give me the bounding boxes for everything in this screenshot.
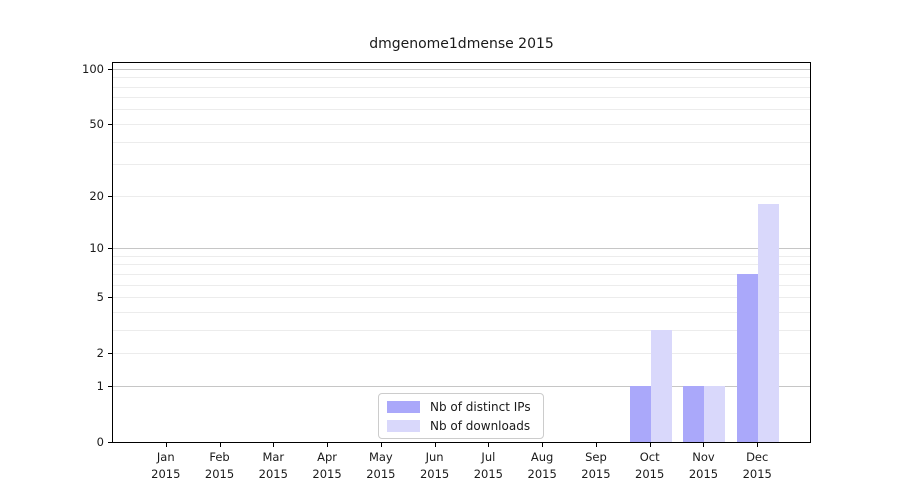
minor-gridline <box>113 311 810 313</box>
legend: Nb of distinct IPs Nb of downloads <box>378 393 544 439</box>
minor-gridline <box>113 255 810 257</box>
x-tick-mark <box>380 443 382 447</box>
x-tick-month: Mar <box>262 450 285 464</box>
x-axis-tick-label: Sep 2015 <box>564 449 628 483</box>
x-axis-tick-label: Oct 2015 <box>618 449 682 483</box>
y-axis-tick-label: 0 <box>96 435 104 449</box>
chart-title: dmgenome1dmense 2015 <box>369 36 554 52</box>
minor-gridline <box>113 264 810 266</box>
x-tick-year: 2015 <box>151 467 181 481</box>
y-axis-tick-label: 1 <box>96 378 104 393</box>
x-tick-month: Sep <box>585 450 607 464</box>
major-gridline <box>113 248 810 250</box>
x-axis-tick-label: Mar 2015 <box>241 449 305 483</box>
bar-downloads-dec <box>758 203 780 442</box>
x-tick-year: 2015 <box>635 467 665 481</box>
bar-distinct-ips-nov <box>683 385 705 442</box>
x-tick-month: May <box>368 450 393 464</box>
x-tick-year: 2015 <box>527 467 557 481</box>
x-tick-month: Nov <box>692 450 715 464</box>
y-tick-mark <box>108 68 112 70</box>
x-tick-year: 2015 <box>419 467 450 481</box>
minor-gridline <box>113 284 810 286</box>
x-tick-mark <box>595 443 597 447</box>
y-axis-tick-label: 2 <box>96 346 104 361</box>
x-tick-month: Aug <box>530 450 554 464</box>
y-tick-mark <box>108 385 112 387</box>
x-tick-year: 2015 <box>204 467 235 481</box>
legend-label: Nb of downloads <box>430 418 531 433</box>
x-tick-year: 2015 <box>581 467 611 481</box>
x-tick-year: 2015 <box>312 467 342 481</box>
y-axis-tick-label: 5 <box>96 290 104 305</box>
x-axis-tick-label: Jan 2015 <box>134 449 198 483</box>
bar-downloads-oct <box>650 329 672 442</box>
minor-gridline <box>113 273 810 275</box>
x-axis-tick-label: Apr 2015 <box>295 449 359 483</box>
plot-area <box>112 62 811 443</box>
minor-gridline <box>113 164 810 166</box>
y-tick-mark <box>108 195 112 197</box>
x-axis-tick-label: Jul 2015 <box>456 449 520 483</box>
y-axis-tick-label: 50 <box>89 116 104 131</box>
bar-distinct-ips-oct <box>629 385 651 442</box>
x-tick-mark <box>649 443 651 447</box>
x-tick-year: 2015 <box>473 467 504 481</box>
x-axis-tick-label: Aug 2015 <box>510 449 574 483</box>
legend-swatch-icon <box>387 400 420 413</box>
major-gridline <box>113 68 810 70</box>
bar-distinct-ips-dec <box>737 273 759 442</box>
x-tick-mark <box>165 443 167 447</box>
x-axis-tick-label: Dec 2015 <box>725 449 789 483</box>
x-tick-mark <box>542 443 544 447</box>
minor-gridline <box>113 86 810 88</box>
x-axis-tick-label: Jun 2015 <box>403 449 467 483</box>
y-tick-mark <box>108 353 112 355</box>
x-tick-month: Dec <box>746 450 769 464</box>
x-tick-month: Jun <box>425 450 444 464</box>
minor-gridline <box>113 195 810 197</box>
x-tick-mark <box>219 443 221 447</box>
x-axis-tick-label: Nov 2015 <box>671 449 735 483</box>
x-tick-mark <box>703 443 705 447</box>
x-tick-mark <box>327 443 329 447</box>
minor-gridline <box>113 109 810 111</box>
x-tick-month: Apr <box>317 450 338 464</box>
legend-item: Nb of downloads <box>387 418 535 433</box>
y-tick-mark <box>108 248 112 249</box>
minor-gridline <box>113 141 810 143</box>
x-tick-mark <box>757 443 759 447</box>
x-axis-tick-label: Feb 2015 <box>188 449 252 483</box>
y-axis-tick-label: 10 <box>89 241 104 255</box>
legend-item: Nb of distinct IPs <box>387 399 535 414</box>
minor-gridline <box>113 123 810 125</box>
legend-label: Nb of distinct IPs <box>430 399 531 414</box>
x-tick-mark <box>434 443 436 447</box>
x-tick-year: 2015 <box>366 467 396 481</box>
minor-gridline <box>113 77 810 79</box>
y-tick-mark <box>108 123 112 125</box>
x-tick-year: 2015 <box>742 467 772 481</box>
x-tick-year: 2015 <box>258 467 288 481</box>
y-axis-tick-label: 100 <box>82 61 104 76</box>
x-tick-month: Jan <box>156 450 175 464</box>
y-tick-mark <box>108 442 112 443</box>
minor-gridline <box>113 329 810 331</box>
x-tick-month: Jul <box>481 450 496 464</box>
x-axis-tick-label: May 2015 <box>349 449 413 483</box>
x-tick-month: Feb <box>209 450 230 464</box>
y-axis-tick-label: 20 <box>89 188 104 203</box>
x-tick-year: 2015 <box>688 467 719 481</box>
legend-swatch-icon <box>387 419 420 432</box>
major-gridline <box>113 385 810 387</box>
minor-gridline <box>113 97 810 99</box>
bar-downloads-nov <box>704 385 726 442</box>
x-tick-mark <box>488 443 490 447</box>
y-tick-mark <box>108 297 112 299</box>
minor-gridline <box>113 297 810 299</box>
minor-gridline <box>113 353 810 355</box>
x-tick-mark <box>273 443 275 447</box>
x-tick-month: Oct <box>639 450 660 464</box>
